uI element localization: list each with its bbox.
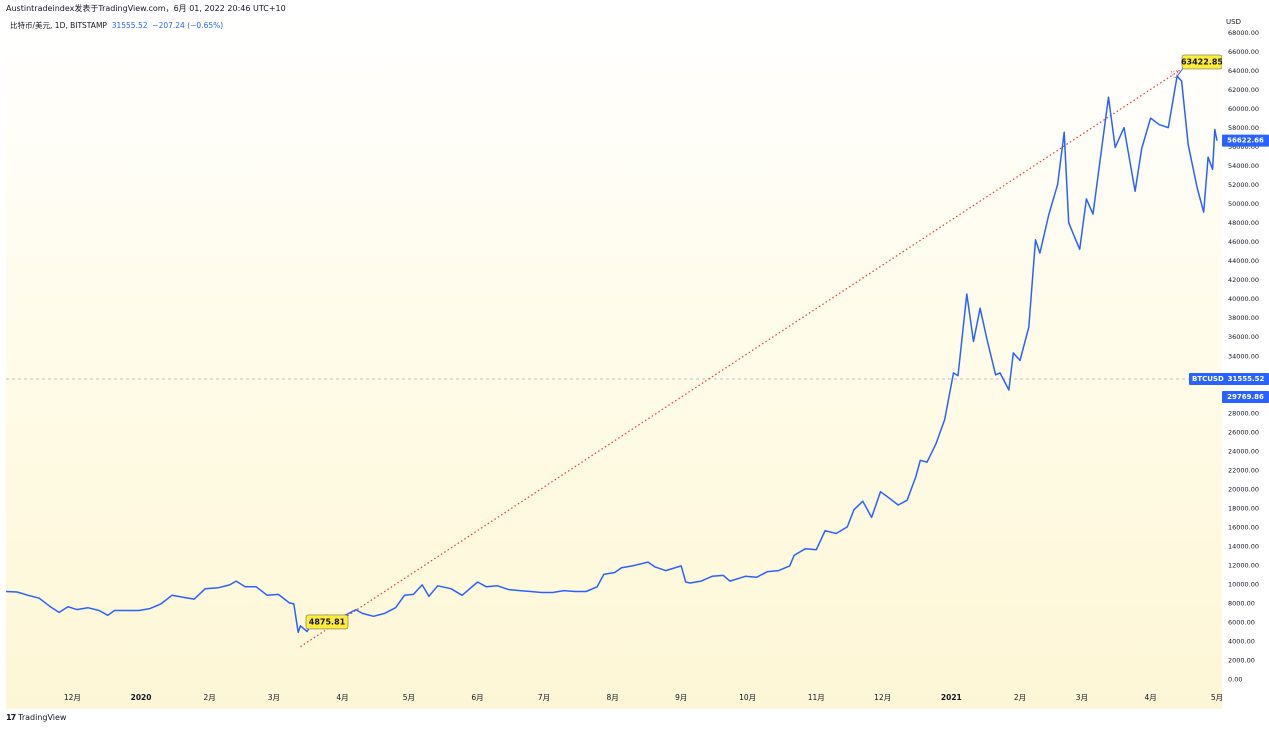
price-axis[interactable]: USD 0.00 2000.00 4000.00 6000.00 8000.00 1000… (1222, 16, 1269, 709)
price-axis-label: 46000.00 (1228, 238, 1259, 246)
high-price-badge: 63422.85 (1176, 54, 1223, 77)
low-price-badge: 4875.81 (305, 614, 349, 630)
price-axis-label: 60000.00 (1228, 105, 1259, 113)
price-axis-label: 54000.00 (1228, 162, 1259, 170)
price-series-line (5, 75, 1218, 634)
price-axis-ticks: 0.00 2000.00 4000.00 6000.00 8000.00 10000.00… (1228, 29, 1259, 683)
last-price-badge-text: 56622.66 (1227, 137, 1264, 145)
time-axis-label: 4月 (1144, 693, 1156, 702)
price-axis-label: 8000.00 (1228, 599, 1255, 607)
price-axis-label: 14000.00 (1228, 542, 1259, 550)
time-axis-label: 9月 (675, 693, 687, 702)
price-axis-label: 34000.00 (1228, 352, 1259, 360)
time-axis-label: 2月 (204, 693, 216, 702)
price-axis-label: 16000.00 (1228, 523, 1259, 531)
time-axis-label: 3月 (1076, 693, 1088, 702)
price-axis-label: 18000.00 (1228, 504, 1259, 512)
time-axis-label: 11月 (808, 693, 825, 702)
price-axis-label: 26000.00 (1228, 428, 1259, 436)
high-price-badge-text: 63422.85 (1181, 57, 1222, 66)
last-price-badge-box (1222, 134, 1269, 147)
price-axis-label: 20000.00 (1228, 485, 1259, 493)
time-axis[interactable]: 12月 2020 2月 3月 4月 5月 6月 7月 8月 9月 10月 11月 12月 2021 2月 3月… (64, 693, 1223, 702)
price-axis-label: 44000.00 (1228, 257, 1259, 265)
price-axis-label: 36000.00 (1228, 333, 1259, 341)
price-axis-label: 42000.00 (1228, 276, 1259, 284)
trend-line-arrow (1169, 70, 1181, 80)
price-axis-label: 40000.00 (1228, 295, 1259, 303)
low-price-badge-text: 4875.81 (309, 617, 346, 626)
time-axis-label: 12月 (64, 693, 81, 702)
price-axis-label: 48000.00 (1228, 219, 1259, 227)
time-axis-label: 2月 (1014, 693, 1026, 702)
price-axis-label: 68000.00 (1228, 29, 1259, 37)
price-axis-label: 24000.00 (1228, 447, 1259, 455)
time-axis-label: 5月 (1211, 693, 1222, 702)
price-axis-label: 6000.00 (1228, 618, 1255, 626)
time-axis-label: 2020 (131, 693, 152, 702)
legend-change: −207.24 (−0.65%) (152, 21, 224, 30)
reference-price-badge: 29769.86 (1222, 390, 1269, 403)
symbol-price-tag-box (1189, 372, 1269, 385)
currency-label: USD (1226, 18, 1241, 26)
time-axis-label: 8月 (606, 693, 618, 702)
price-axis-label: 12000.00 (1228, 561, 1259, 569)
price-axis-label: 52000.00 (1228, 181, 1259, 189)
time-axis-label: 2021 (941, 693, 962, 702)
time-axis-label: 7月 (538, 693, 550, 702)
time-axis-label: 6月 (471, 693, 483, 702)
price-chart-svg[interactable]: 4875.81 63422.85 12月 2020 2月 3月 4月 5月 6月 7月 8月 9月… (5, 16, 1223, 709)
time-axis-label: 5月 (403, 693, 415, 702)
low-price-badge-box (305, 614, 349, 630)
last-price-badge: 56622.66 (1222, 134, 1269, 147)
price-axis-label: 0.00 (1228, 676, 1242, 684)
price-axis-label: 10000.00 (1228, 580, 1259, 588)
time-axis-label: 4月 (336, 693, 348, 702)
price-axis-label: 38000.00 (1228, 314, 1259, 322)
price-axis-label: 62000.00 (1228, 86, 1259, 94)
price-axis-label: 2000.00 (1228, 656, 1255, 664)
price-axis-label: 4000.00 (1228, 637, 1255, 645)
price-axis-svg[interactable]: USD 0.00 2000.00 4000.00 6000.00 8000.00 1000… (1222, 16, 1269, 709)
symbol-price-tag: BTCUSD 31555.52 (1189, 372, 1269, 385)
trend-line[interactable] (300, 70, 1180, 648)
time-axis-label: 12月 (874, 693, 891, 702)
price-axis-label: 28000.00 (1228, 409, 1259, 417)
tradingview-logo-text: TradingView (18, 713, 67, 722)
symbol-tag-price: 31555.52 (1228, 375, 1265, 383)
time-axis-label: 3月 (268, 693, 280, 702)
legend-last-price: 31555.52 (111, 21, 148, 30)
symbol-tag-name: BTCUSD (1192, 375, 1224, 383)
chart-pane[interactable]: 4875.81 63422.85 12月 2020 2月 3月 4月 5月 6月 7月 8月 9月… (5, 16, 1223, 709)
chart-header-title: Austintradeindex发表于TradingView.com，6月 01… (6, 4, 286, 13)
chart-legend: 比特币/美元, 1D, BITSTAMP 31555.52 −207.24 (−… (10, 20, 223, 31)
price-axis-label: 58000.00 (1228, 124, 1259, 132)
price-axis-label: 56000.00 (1228, 143, 1259, 151)
price-axis-label: 66000.00 (1228, 48, 1259, 56)
price-axis-label: 22000.00 (1228, 466, 1259, 474)
tradingview-logo-icon: 17 (6, 713, 16, 722)
time-axis-label: 10月 (739, 693, 756, 702)
reference-price-badge-text: 29769.86 (1227, 393, 1264, 401)
price-axis-label: 64000.00 (1228, 67, 1259, 75)
legend-symbol: 比特币/美元, 1D, BITSTAMP (10, 21, 107, 30)
price-axis-label: 50000.00 (1228, 200, 1259, 208)
tradingview-logo[interactable]: 17 TradingView (6, 713, 66, 722)
reference-price-badge-box (1222, 390, 1269, 403)
